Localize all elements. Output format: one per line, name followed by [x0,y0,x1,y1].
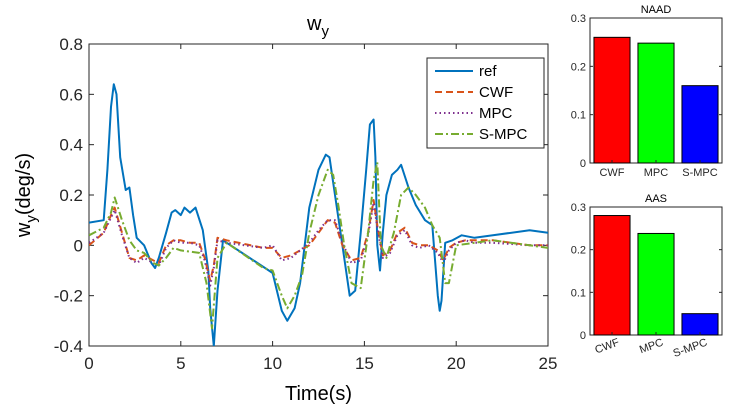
x-tick-label: 15 [355,354,374,373]
x-tick-label: 25 [539,354,558,373]
y-tick-label: 0 [74,236,83,255]
series-group [89,83,548,346]
x-tick-label: 5 [176,354,185,373]
y-label-main: w [13,222,35,238]
bar-chart-title: NAAD [641,4,672,16]
y-axis-label: wy(deg/s) [13,153,40,238]
y-tick-label: -0.2 [54,287,83,306]
legend-label: ref [479,63,497,80]
legend-box [426,57,545,149]
bar-mpc [637,42,675,164]
x-tick-label: 10 [263,354,282,373]
chart-title-subscript: y [321,23,329,40]
y-tick-label: 0.2 [571,245,586,257]
bar-cwf [593,215,631,336]
y-tick-label: 0.4 [59,136,83,155]
series-line-s-mpc [89,161,548,330]
series-line-cwf [89,199,548,282]
y-tick-label: 0.2 [571,61,586,73]
bar-chart-title: AAS [645,193,667,205]
y-tick-label: 0 [580,330,586,342]
bar-mpc [637,232,675,336]
y-tick-label: 0.1 [571,287,586,299]
bar-chart-naad: 0 0.1 0.2 0.3 CWF MPC S-MPC NAAD [571,4,723,179]
y-tick-label: 0.1 [571,110,586,122]
series-line-ref [89,83,548,346]
y-tick-label: 0.3 [571,13,586,25]
chart-title-main: w [306,13,322,35]
y-label-unit: (deg/s) [13,153,35,215]
series-line-mpc [89,201,548,287]
x-tick-label: CWF [593,336,621,356]
chart-title: wy [306,13,329,40]
bar-chart-aas: 0 0.1 0.2 0.3 CWF MPC S-MPC AAS [571,193,723,360]
x-tick-label: S-MPC [682,167,718,179]
y-tick-label: 0.8 [59,35,83,54]
x-tick-label: 0 [84,354,93,373]
bar-s-mpc [681,85,719,164]
y-tick-label: 0.3 [571,202,586,214]
y-tick-label: 0.6 [59,85,83,104]
legend-label: S-MPC [479,126,528,143]
bar-cwf [593,36,631,164]
legend-label: MPC [479,105,513,122]
y-label-subscript: y [23,215,40,223]
y-tick-label: 0.2 [59,186,83,205]
bar-s-mpc [681,313,719,336]
x-tick-label: MPC [638,337,665,357]
x-tick-label: CWF [599,167,624,179]
line-chart: 0 5 10 15 20 25-0.4-0.200.20.40.60.8wyTime(s)… [13,13,557,405]
y-tick-label: 0 [580,158,586,170]
x-tick-label: S-MPC [672,337,709,360]
x-tick-label: 20 [447,354,466,373]
x-axis-label: Time(s) [285,383,352,405]
y-tick-label: -0.4 [54,337,83,356]
x-tick-label: MPC [644,167,669,179]
legend-label: CWF [479,84,513,101]
